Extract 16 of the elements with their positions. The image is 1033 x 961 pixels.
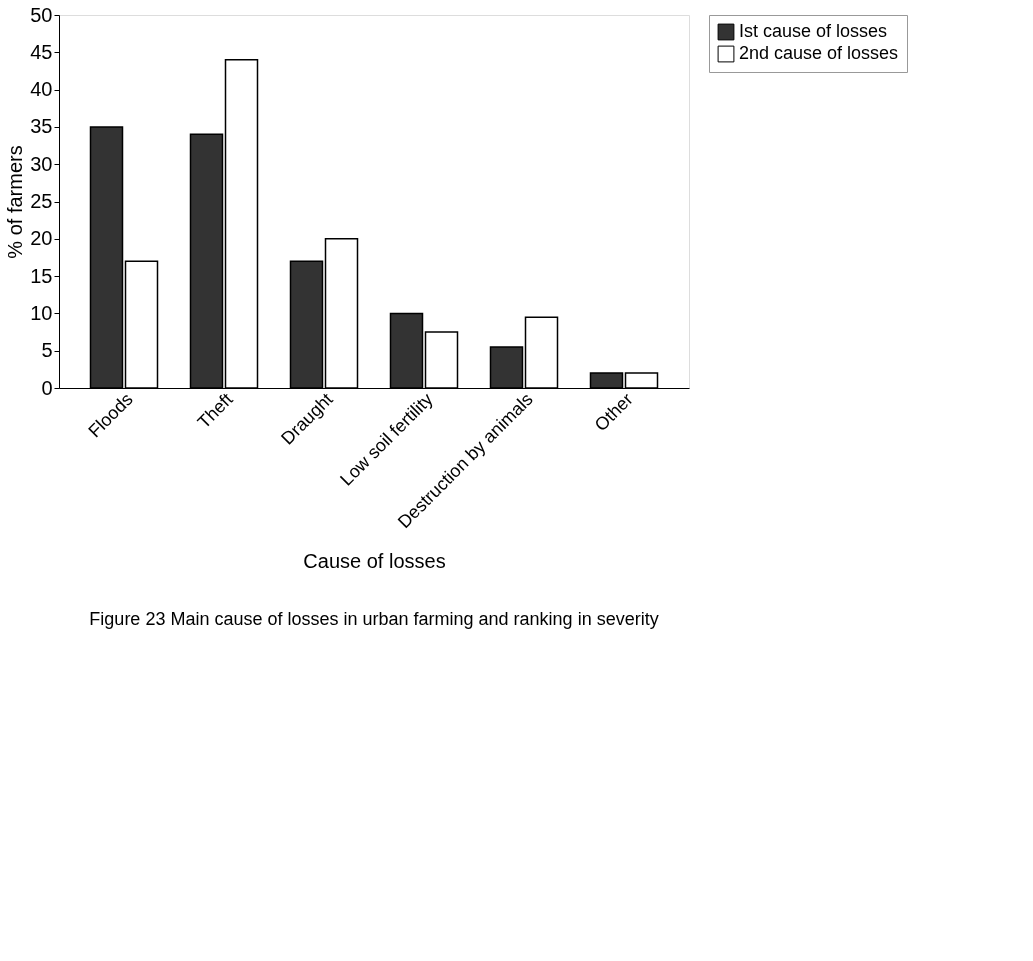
text: Figure 23 Main cause of losses in urban farming and ranking in severity [89, 609, 659, 630]
y-tick-label: 45 [30, 40, 53, 63]
legend-label: 2nd cause of losses [739, 43, 899, 63]
y-tick-label: 35 [30, 115, 53, 138]
y-tick-label: 0 [41, 376, 53, 399]
y-tick-label: 15 [30, 264, 53, 287]
y-tick-label: 40 [30, 78, 53, 101]
y-tick-label: 5 [41, 339, 53, 362]
y-tick-label: 50 [30, 3, 53, 26]
legend-label: Ist cause of losses [739, 21, 888, 41]
y-tick-label: 30 [30, 152, 53, 175]
y-axis-title: % of farmers [4, 145, 27, 259]
y-tick-label: 10 [30, 301, 53, 324]
x-axis-title: Cause of losses [303, 549, 446, 572]
y-tick-label: 20 [30, 227, 53, 250]
y-tick-label: 25 [30, 190, 53, 212]
